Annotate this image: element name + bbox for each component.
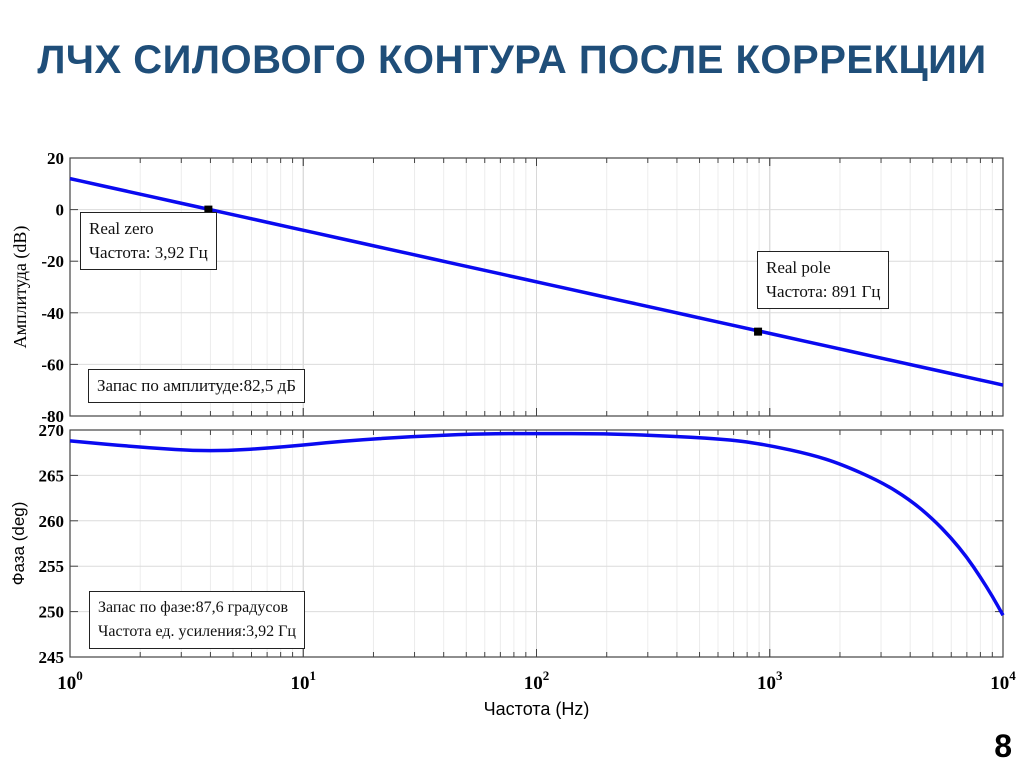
- page-number: 8: [994, 728, 1012, 764]
- y-tick-label: -20: [41, 252, 64, 271]
- annotation-line: Запас по амплитуде:82,5 дБ: [97, 376, 297, 395]
- x-tick-label: 100: [57, 668, 83, 694]
- y-tick-label: -40: [41, 304, 64, 323]
- annotation-line: Запас по фазе:87,6 градусов: [98, 599, 289, 616]
- y-axis-label: Фаза (deg): [9, 502, 28, 586]
- series-line: [69, 431, 1005, 617]
- annotation-phase-margin: Запас по фазе:87,6 градусов Частота ед. …: [89, 591, 305, 649]
- x-axis-label: Частота (Hz): [484, 699, 590, 719]
- slide-title: ЛЧХ СИЛОВОГО КОНТУРА ПОСЛЕ КОРРЕКЦИИ: [37, 38, 987, 82]
- y-tick-label: 255: [39, 557, 65, 576]
- x-tick-label: 104: [990, 668, 1016, 694]
- y-axis-label: Амплитуда (dB): [10, 226, 31, 349]
- x-tick-label: 102: [524, 668, 550, 694]
- annotation-line: Частота: 3,92 Гц: [89, 243, 208, 262]
- plot-frame: [69, 157, 1004, 417]
- y-tick-label: 265: [39, 466, 65, 485]
- series-line: [69, 176, 1004, 387]
- y-tick-label: 250: [39, 603, 65, 622]
- annotation-line: Real pole: [766, 258, 831, 277]
- annotation-line: Частота: 891 Гц: [766, 282, 881, 301]
- data-marker: [754, 327, 763, 336]
- y-tick-label: 270: [39, 421, 65, 440]
- annotation-real-pole: Real pole Частота: 891 Гц: [757, 251, 890, 309]
- y-tick-label: 260: [39, 512, 65, 531]
- x-tick-label: 103: [757, 668, 783, 694]
- annotation-real-zero: Real zero Частота: 3,92 Гц: [80, 212, 217, 270]
- x-tick-label: 101: [291, 668, 317, 694]
- y-tick-label: 245: [39, 648, 65, 667]
- y-tick-label: 20: [47, 149, 64, 168]
- plot-frame: [69, 429, 1004, 658]
- annotation-gain-margin: Запас по амплитуде:82,5 дБ: [88, 369, 306, 403]
- y-tick-label: -80: [41, 407, 64, 426]
- y-tick-label: -60: [41, 355, 64, 374]
- y-tick-label: 0: [56, 201, 65, 220]
- data-marker: [204, 205, 213, 214]
- annotation-line: Частота ед. усиления:3,92 Гц: [98, 623, 296, 640]
- annotation-line: Real zero: [89, 219, 154, 238]
